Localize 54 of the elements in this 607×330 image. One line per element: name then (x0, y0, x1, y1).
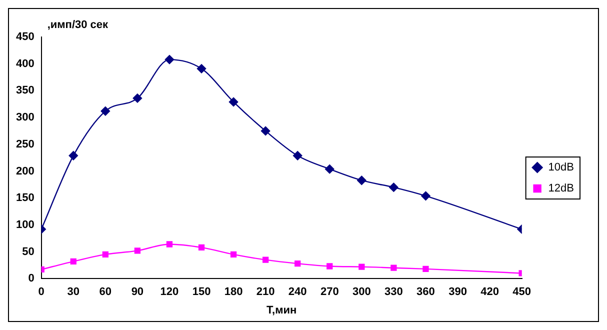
y-tick-label: 0 (28, 272, 34, 285)
point (262, 256, 269, 263)
y-tick-label: 100 (16, 218, 34, 231)
y-tick-label: 350 (16, 84, 34, 97)
x-tick-label: 270 (320, 286, 339, 298)
y-tick-label: 150 (16, 192, 34, 204)
point (358, 264, 365, 270)
x-tick-label: 210 (256, 286, 275, 298)
point (70, 258, 76, 264)
point (230, 251, 237, 258)
x-tick-label: 300 (352, 286, 371, 298)
x-tick-label: 150 (192, 286, 211, 298)
point (198, 244, 205, 251)
point (292, 151, 302, 160)
y-tick-label: 300 (16, 112, 34, 124)
point (134, 248, 141, 254)
point (166, 241, 173, 248)
point (294, 260, 301, 267)
x-tick-label: 90 (131, 286, 144, 298)
y-tick-label: 250 (16, 138, 34, 150)
x-tick-label: 60 (99, 286, 112, 298)
point (260, 126, 270, 136)
y-tick-label: 50 (22, 246, 34, 258)
point (357, 176, 366, 185)
point (68, 151, 78, 160)
legend-label: 10dB (548, 162, 574, 174)
x-axis-title: T,мин (266, 304, 297, 316)
point (326, 263, 333, 270)
point (422, 266, 429, 272)
point (228, 97, 238, 107)
y-tick-label: 400 (16, 58, 34, 70)
point (421, 191, 430, 201)
x-tick-label: 0 (38, 286, 44, 298)
point (389, 182, 398, 192)
point (164, 54, 174, 64)
x-tick-label: 450 (512, 286, 531, 298)
x-tick-label: 390 (448, 286, 467, 298)
point (102, 251, 108, 258)
x-tick-label: 420 (480, 286, 499, 298)
y-tick-label: 200 (16, 165, 34, 178)
y-tick-label: 450 (16, 31, 34, 44)
x-tick-label: 120 (160, 286, 179, 298)
x-tick-label: 360 (416, 286, 435, 298)
point (100, 106, 110, 116)
point (390, 264, 397, 271)
x-tick-label: 240 (288, 286, 307, 298)
legend-label: 12dB (548, 182, 574, 195)
point (325, 164, 334, 174)
x-tick-label: 180 (224, 286, 243, 298)
point (196, 64, 206, 74)
x-tick-label: 30 (67, 286, 80, 298)
y-axis-title: ,имп/30 сек (47, 19, 109, 32)
point (132, 94, 142, 103)
x-tick-label: 330 (384, 286, 403, 298)
